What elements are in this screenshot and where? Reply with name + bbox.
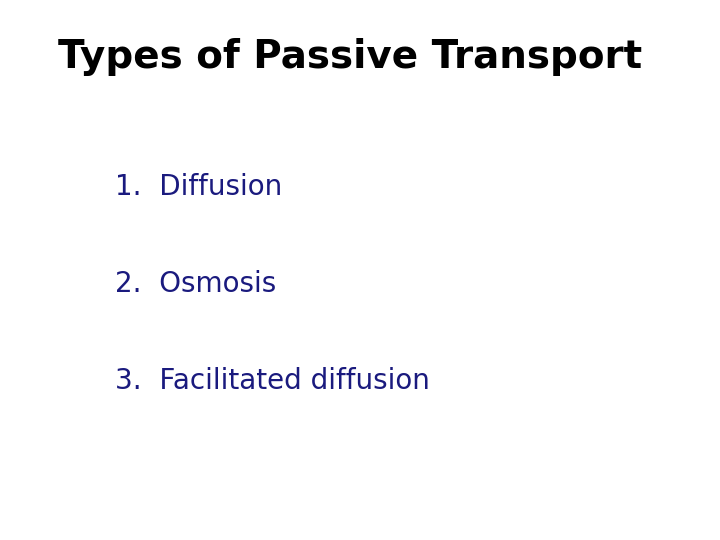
Text: 3.  Facilitated diffusion: 3. Facilitated diffusion [115, 367, 430, 395]
Text: 1.  Diffusion: 1. Diffusion [115, 173, 282, 201]
Text: Types of Passive Transport: Types of Passive Transport [58, 38, 642, 76]
Text: 2.  Osmosis: 2. Osmosis [115, 270, 276, 298]
